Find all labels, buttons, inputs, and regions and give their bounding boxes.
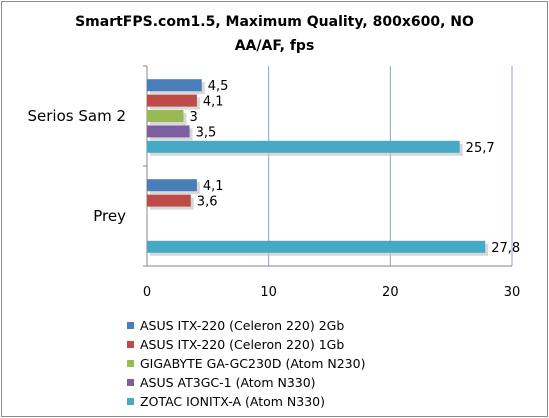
bar bbox=[147, 79, 202, 92]
data-label: 27,8 bbox=[491, 241, 520, 256]
legend-item: GIGABYTE GA-GC230D (Atom N230) bbox=[127, 354, 365, 373]
legend-swatch bbox=[127, 360, 134, 367]
x-tick-label: 10 bbox=[260, 285, 277, 300]
data-label: 3,6 bbox=[197, 195, 218, 210]
bar bbox=[147, 125, 190, 138]
legend-swatch bbox=[127, 322, 134, 329]
chart-title: SmartFPS.com1.5, Maximum Quality, 800x60… bbox=[0, 10, 549, 58]
data-label: 4,1 bbox=[203, 95, 224, 110]
bar bbox=[147, 194, 191, 207]
category-label: Prey bbox=[93, 207, 126, 225]
legend-swatch bbox=[127, 379, 134, 386]
x-tick-label: 20 bbox=[382, 285, 399, 300]
legend-swatch bbox=[127, 341, 134, 348]
legend-swatch bbox=[127, 398, 134, 405]
data-label: 4,5 bbox=[208, 79, 229, 94]
data-label: 3,5 bbox=[196, 125, 217, 140]
legend-item: ASUS AT3GC-1 (Atom N330) bbox=[127, 373, 365, 392]
legend-item: ASUS ITX-220 (Celeron 220) 1Gb bbox=[127, 335, 365, 354]
legend-label: ZOTAC IONITX-A (Atom N330) bbox=[140, 394, 325, 409]
chart-title-line-1: SmartFPS.com1.5, Maximum Quality, 800x60… bbox=[75, 14, 474, 30]
chart-legend: ASUS ITX-220 (Celeron 220) 2Gb ASUS ITX-2… bbox=[127, 316, 365, 411]
x-tick-label: 30 bbox=[504, 285, 521, 300]
category-label: Serios Sam 2 bbox=[28, 107, 126, 125]
legend-label: GIGABYTE GA-GC230D (Atom N230) bbox=[140, 356, 366, 371]
legend-item: ASUS ITX-220 (Celeron 220) 2Gb bbox=[127, 316, 365, 335]
data-label: 3 bbox=[190, 110, 198, 125]
legend-label: ASUS ITX-220 (Celeron 220) 2Gb bbox=[140, 318, 345, 333]
data-label: 25,7 bbox=[466, 141, 495, 156]
bar bbox=[147, 94, 197, 107]
legend-label: ASUS ITX-220 (Celeron 220) 1Gb bbox=[140, 337, 345, 352]
legend-label: ASUS AT3GC-1 (Atom N330) bbox=[140, 375, 316, 390]
bar bbox=[147, 179, 197, 192]
bar bbox=[147, 240, 486, 253]
x-tick-label: 0 bbox=[143, 285, 151, 300]
bar bbox=[147, 140, 460, 153]
legend-item: ZOTAC IONITX-A (Atom N330) bbox=[127, 392, 365, 411]
chart-title-line-2: AA/AF, fps bbox=[234, 38, 315, 54]
bar bbox=[147, 110, 184, 122]
data-label: 4,1 bbox=[203, 179, 224, 194]
